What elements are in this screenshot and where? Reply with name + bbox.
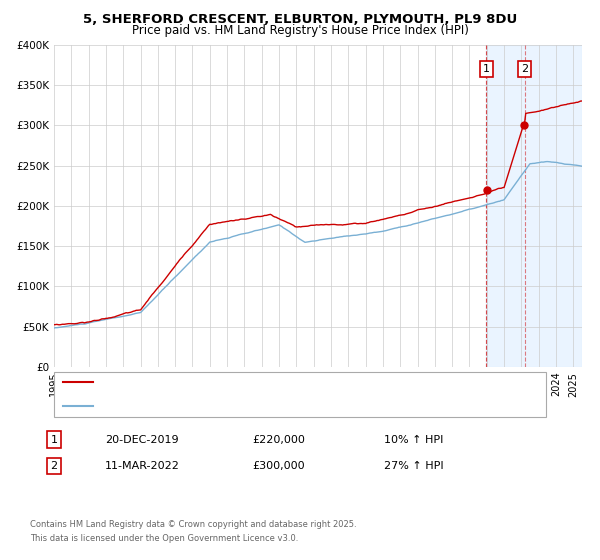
Text: £220,000: £220,000 — [252, 435, 305, 445]
Text: 5, SHERFORD CRESCENT, ELBURTON, PLYMOUTH, PL9 8DU: 5, SHERFORD CRESCENT, ELBURTON, PLYMOUTH… — [83, 13, 517, 26]
Text: 2: 2 — [521, 64, 528, 74]
Text: 27% ↑ HPI: 27% ↑ HPI — [384, 461, 443, 471]
Text: 1: 1 — [50, 435, 58, 445]
Text: This data is licensed under the Open Government Licence v3.0.: This data is licensed under the Open Gov… — [30, 534, 298, 543]
Text: 1: 1 — [483, 64, 490, 74]
Bar — [486, 45, 582, 367]
Text: Price paid vs. HM Land Registry's House Price Index (HPI): Price paid vs. HM Land Registry's House … — [131, 24, 469, 36]
Text: HPI: Average price, semi-detached house, City of Plymouth: HPI: Average price, semi-detached house,… — [99, 401, 407, 411]
Text: £300,000: £300,000 — [252, 461, 305, 471]
Text: Contains HM Land Registry data © Crown copyright and database right 2025.: Contains HM Land Registry data © Crown c… — [30, 520, 356, 529]
Text: 2: 2 — [50, 461, 58, 471]
Text: 20-DEC-2019: 20-DEC-2019 — [105, 435, 179, 445]
Text: 5, SHERFORD CRESCENT, ELBURTON, PLYMOUTH, PL9 8DU (semi-detached house): 5, SHERFORD CRESCENT, ELBURTON, PLYMOUTH… — [99, 377, 527, 387]
Text: 10% ↑ HPI: 10% ↑ HPI — [384, 435, 443, 445]
Text: 11-MAR-2022: 11-MAR-2022 — [105, 461, 180, 471]
